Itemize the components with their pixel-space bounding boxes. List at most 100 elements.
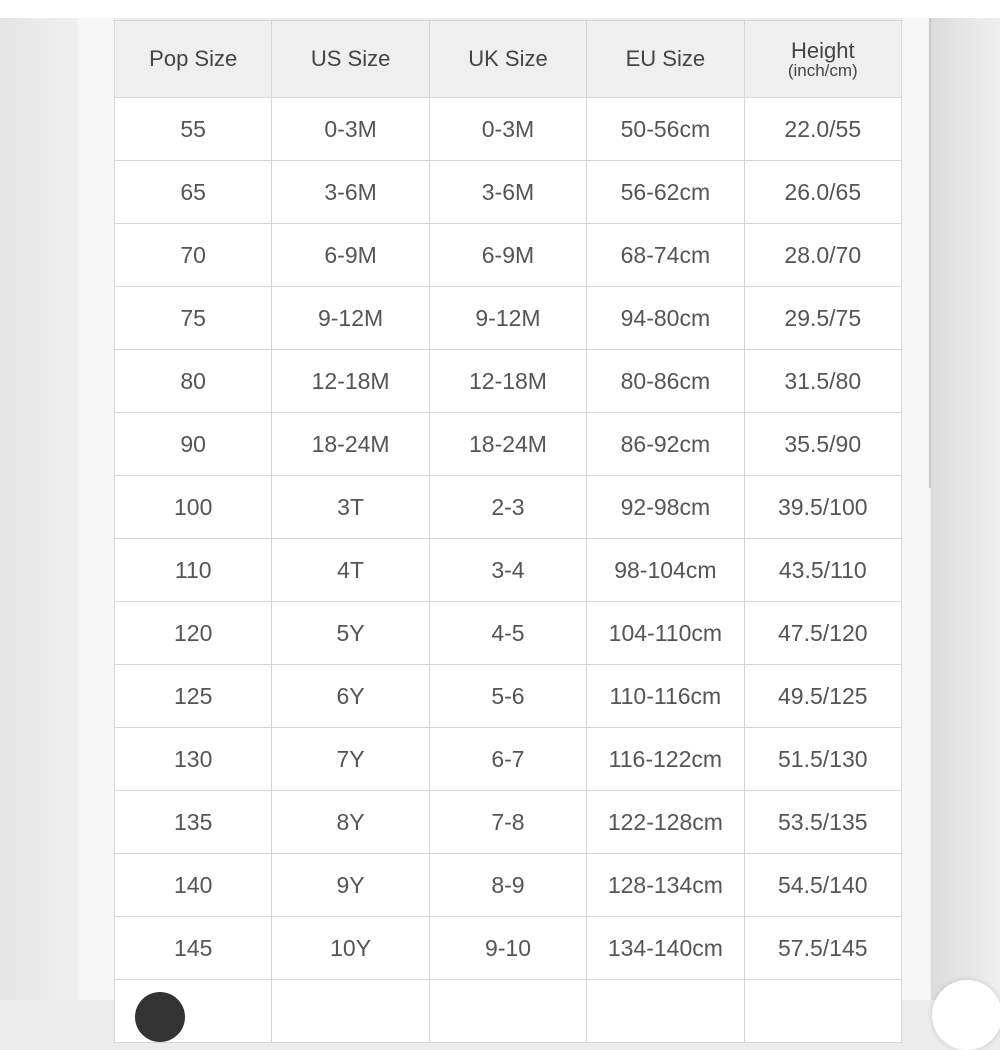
table-row: 70 6-9M 6-9M 68-74cm 28.0/70 — [113, 223, 903, 287]
header-height-unit: (inch/cm) — [787, 60, 858, 80]
cell-us-size: 6-9M — [271, 223, 430, 287]
cell-us-size: 6Y — [271, 664, 430, 728]
table-row: 130 7Y 6-7 116-122cm 51.5/130 — [113, 727, 903, 791]
cell-eu-size: 94-80cm — [586, 286, 745, 350]
cell-uk-size: 12-18M — [428, 349, 588, 413]
cell-height: 51.5/130 — [743, 727, 903, 791]
table-row: 140 9Y 8-9 128-134cm 54.5/140 — [113, 853, 903, 917]
table-row: 125 6Y 5-6 110-116cm 49.5/125 — [113, 664, 903, 728]
header-us-size: US Size — [271, 20, 430, 98]
header-row: Pop Size US Size UK Size EU Size Height(… — [113, 20, 903, 98]
cell-eu-size: 98-104cm — [586, 538, 745, 602]
cell-eu-size: 68-74cm — [586, 223, 745, 287]
table-row: 90 18-24M 18-24M 86-92cm 35.5/90 — [113, 412, 903, 476]
cell-height: 54.5/140 — [743, 853, 903, 917]
cell-eu-size — [586, 979, 745, 1043]
cell-uk-size — [428, 979, 588, 1043]
table-row: 135 8Y 7-8 122-128cm 53.5/135 — [113, 790, 903, 854]
cell-uk-size: 2-3 — [428, 475, 588, 539]
cell-eu-size: 80-86cm — [586, 349, 745, 413]
cell-height: 53.5/135 — [743, 790, 903, 854]
cell-uk-size: 4-5 — [428, 601, 588, 665]
cell-us-size: 8Y — [271, 790, 430, 854]
table-row: 110 4T 3-4 98-104cm 43.5/110 — [113, 538, 903, 602]
cell-eu-size: 122-128cm — [586, 790, 745, 854]
table-row: 120 5Y 4-5 104-110cm 47.5/120 — [113, 601, 903, 665]
cell-eu-size: 116-122cm — [586, 727, 745, 791]
cell-eu-size: 92-98cm — [586, 475, 745, 539]
cell-height: 31.5/80 — [743, 349, 903, 413]
cell-us-size: 5Y — [271, 601, 430, 665]
cell-us-size: 7Y — [271, 727, 430, 791]
header-pop-size: Pop Size — [113, 20, 273, 98]
cell-uk-size: 3-4 — [428, 538, 588, 602]
cell-eu-size: 56-62cm — [586, 160, 745, 224]
header-height: Height (inch/cm) — [743, 20, 903, 98]
cell-uk-size: 6-9M — [428, 223, 588, 287]
cell-pop-size: 140 — [113, 853, 273, 917]
cell-height: 26.0/65 — [743, 160, 903, 224]
cell-uk-size: 9-10 — [428, 916, 588, 980]
floating-button[interactable] — [932, 980, 1000, 1050]
cell-pop-size: 110 — [113, 538, 273, 602]
table-row — [113, 979, 903, 1043]
cell-us-size: 10Y — [271, 916, 430, 980]
cell-height: 35.5/90 — [743, 412, 903, 476]
cell-height: 29.5/75 — [743, 286, 903, 350]
table-row: 80 12-18M 12-18M 80-86cm 31.5/80 — [113, 349, 903, 413]
cell-us-size — [271, 979, 430, 1043]
table-row: 100 3T 2-3 92-98cm 39.5/100 — [113, 475, 903, 539]
cell-eu-size: 110-116cm — [586, 664, 745, 728]
cell-height — [743, 979, 903, 1043]
cell-pop-size: 130 — [113, 727, 273, 791]
cell-pop-size: 65 — [113, 160, 273, 224]
right-panel — [902, 18, 930, 1000]
cell-height: 39.5/100 — [743, 475, 903, 539]
cell-us-size: 18-24M — [271, 412, 430, 476]
header-height-label: Height — [790, 37, 855, 63]
cell-uk-size: 5-6 — [428, 664, 588, 728]
top-band — [0, 0, 1000, 18]
cell-pop-size: 70 — [113, 223, 273, 287]
size-chart-table: Pop Size US Size UK Size EU Size Height(… — [113, 20, 903, 1043]
cell-eu-size: 128-134cm — [586, 853, 745, 917]
left-panel — [78, 18, 114, 1000]
cell-uk-size: 0-3M — [428, 97, 588, 161]
background-left — [0, 18, 80, 1000]
cell-uk-size: 18-24M — [428, 412, 588, 476]
cell-us-size: 9-12M — [271, 286, 430, 350]
cell-pop-size: 125 — [113, 664, 273, 728]
cell-pop-size: 145 — [113, 916, 273, 980]
cell-uk-size: 6-7 — [428, 727, 588, 791]
cell-uk-size: 9-12M — [428, 286, 588, 350]
cell-eu-size: 50-56cm — [586, 97, 745, 161]
cell-pop-size: 120 — [113, 601, 273, 665]
cell-us-size: 0-3M — [271, 97, 430, 161]
table-row: 75 9-12M 9-12M 94-80cm 29.5/75 — [113, 286, 903, 350]
cell-height: 47.5/120 — [743, 601, 903, 665]
cell-eu-size: 86-92cm — [586, 412, 745, 476]
table-row: 65 3-6M 3-6M 56-62cm 26.0/65 — [113, 160, 903, 224]
cell-pop-size: 55 — [113, 97, 273, 161]
cell-us-size: 3T — [271, 475, 430, 539]
cell-eu-size: 104-110cm — [586, 601, 745, 665]
table-row: 55 0-3M 0-3M 50-56cm 22.0/55 — [113, 97, 903, 161]
cell-pop-size: 135 — [113, 790, 273, 854]
cell-uk-size: 7-8 — [428, 790, 588, 854]
scrollbar[interactable] — [929, 18, 931, 488]
cell-us-size: 3-6M — [271, 160, 430, 224]
cell-uk-size: 3-6M — [428, 160, 588, 224]
cell-eu-size: 134-140cm — [586, 916, 745, 980]
table-row: 145 10Y 9-10 134-140cm 57.5/145 — [113, 916, 903, 980]
header-eu-size: EU Size — [586, 20, 745, 98]
cell-pop-size: 75 — [113, 286, 273, 350]
header-uk-size: UK Size — [428, 20, 588, 98]
cell-us-size: 4T — [271, 538, 430, 602]
cell-height: 43.5/110 — [743, 538, 903, 602]
background-right — [931, 18, 1000, 1000]
cell-height: 22.0/55 — [743, 97, 903, 161]
cell-pop-size: 90 — [113, 412, 273, 476]
cell-us-size: 9Y — [271, 853, 430, 917]
cell-pop-size: 100 — [113, 475, 273, 539]
cell-height: 49.5/125 — [743, 664, 903, 728]
